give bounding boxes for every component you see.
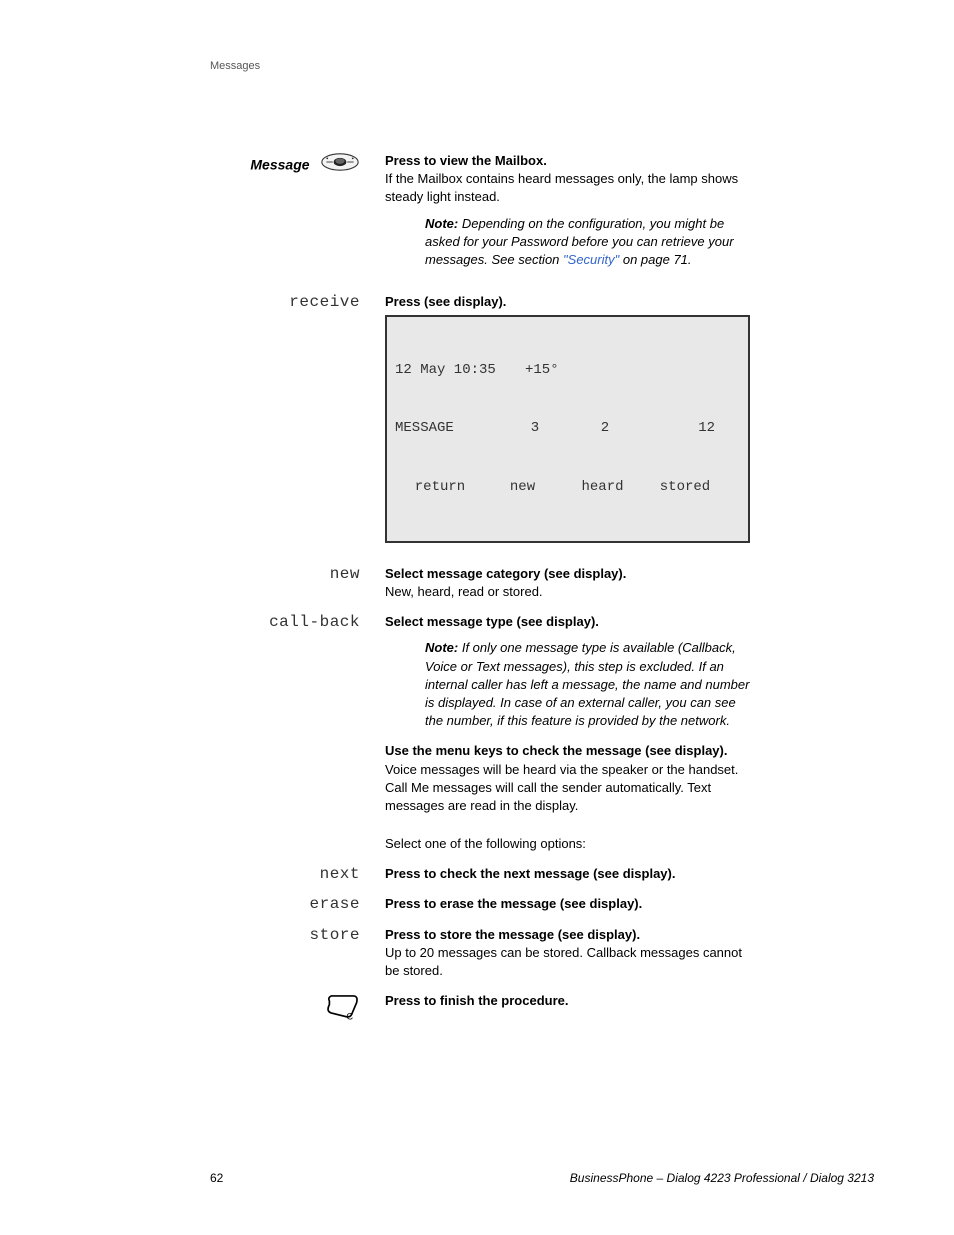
content-area: Message Press to view the Mailbox. If t [80, 152, 874, 1027]
footer: 62 BusinessPhone – Dialog 4223 Professio… [80, 1171, 874, 1185]
right-message: Press to view the Mailbox. If the Mailbo… [385, 152, 755, 281]
right-erase: Press to erase the message (see display)… [385, 895, 755, 913]
disp-heard: heard [560, 478, 645, 498]
disp-return: return [395, 478, 485, 498]
left-new: new [80, 565, 385, 601]
store-title: Press to store the message (see display)… [385, 926, 755, 944]
disp-stored: stored [645, 478, 725, 498]
store-body: Up to 20 messages can be stored. Callbac… [385, 944, 755, 980]
selectone-body: Select one of the following options: [385, 835, 755, 853]
note-label-2: Note: [425, 640, 458, 655]
svg-text:C: C [346, 1012, 353, 1022]
message-button-icon [320, 152, 360, 177]
right-callback: Select message type (see display). Note:… [385, 613, 755, 853]
row-callback: call-back Select message type (see displ… [80, 613, 874, 853]
row-receive: receive Press (see display). 12 May 10:3… [80, 293, 874, 553]
clear-title: Press to finish the procedure. [385, 992, 755, 1010]
left-receive: receive [80, 293, 385, 553]
right-next: Press to check the next message (see dis… [385, 865, 755, 883]
right-store: Press to store the message (see display)… [385, 926, 755, 981]
disp-new: new [485, 478, 560, 498]
row-next: next Press to check the next message (se… [80, 865, 874, 883]
callback-note: Note: If only one message type is availa… [425, 639, 755, 730]
callback-title: Select message type (see display). [385, 613, 755, 631]
left-callback: call-back [80, 613, 385, 853]
disp-date: 12 May 10:35 [395, 361, 525, 381]
message-body: If the Mailbox contains heard messages o… [385, 170, 755, 206]
row-clear: C Press to finish the procedure. [80, 992, 874, 1027]
disp-c1: 3 [505, 419, 565, 439]
message-title: Press to view the Mailbox. [385, 152, 755, 170]
disp-temp: +15° [525, 361, 585, 381]
note-tail-1: on page 71. [619, 252, 691, 267]
right-receive: Press (see display). 12 May 10:35 +15° M… [385, 293, 755, 553]
row-new: new Select message category (see display… [80, 565, 874, 601]
receive-title: Press (see display). [385, 293, 755, 311]
left-message: Message [80, 152, 385, 281]
left-clear: C [80, 992, 385, 1027]
disp-c2: 2 [565, 419, 645, 439]
message-key-label: Message [250, 157, 309, 173]
disp-c3: 12 [645, 419, 715, 439]
phone-display: 12 May 10:35 +15° MESSAGE 3 2 12 return … [385, 315, 750, 543]
row-message: Message Press to view the Mailbox. If t [80, 152, 874, 281]
left-erase: erase [80, 895, 385, 913]
page: Messages Message [0, 0, 954, 1235]
section-header: Messages [210, 60, 874, 72]
page-number: 62 [210, 1171, 223, 1185]
note-text-2: If only one message type is available (C… [425, 640, 749, 728]
note-label-1: Note: [425, 216, 458, 231]
footer-product: BusinessPhone – Dialog 4223 Professional… [570, 1171, 874, 1185]
clear-button-icon: C [326, 1009, 360, 1026]
left-next: next [80, 865, 385, 883]
usemenu-title: Use the menu keys to check the message (… [385, 742, 755, 760]
next-title: Press to check the next message (see dis… [385, 865, 755, 883]
left-store: store [80, 926, 385, 981]
new-title: Select message category (see display). [385, 565, 755, 583]
usemenu-body: Voice messages will be heard via the spe… [385, 761, 755, 816]
row-erase: erase Press to erase the message (see di… [80, 895, 874, 913]
security-link[interactable]: "Security" [563, 252, 619, 267]
new-body: New, heard, read or stored. [385, 583, 755, 601]
row-store: store Press to store the message (see di… [80, 926, 874, 981]
message-note: Note: Depending on the configuration, yo… [425, 215, 755, 270]
right-clear: Press to finish the procedure. [385, 992, 755, 1027]
erase-title: Press to erase the message (see display)… [385, 895, 755, 913]
disp-msg-label: MESSAGE [395, 419, 505, 439]
right-new: Select message category (see display). N… [385, 565, 755, 601]
